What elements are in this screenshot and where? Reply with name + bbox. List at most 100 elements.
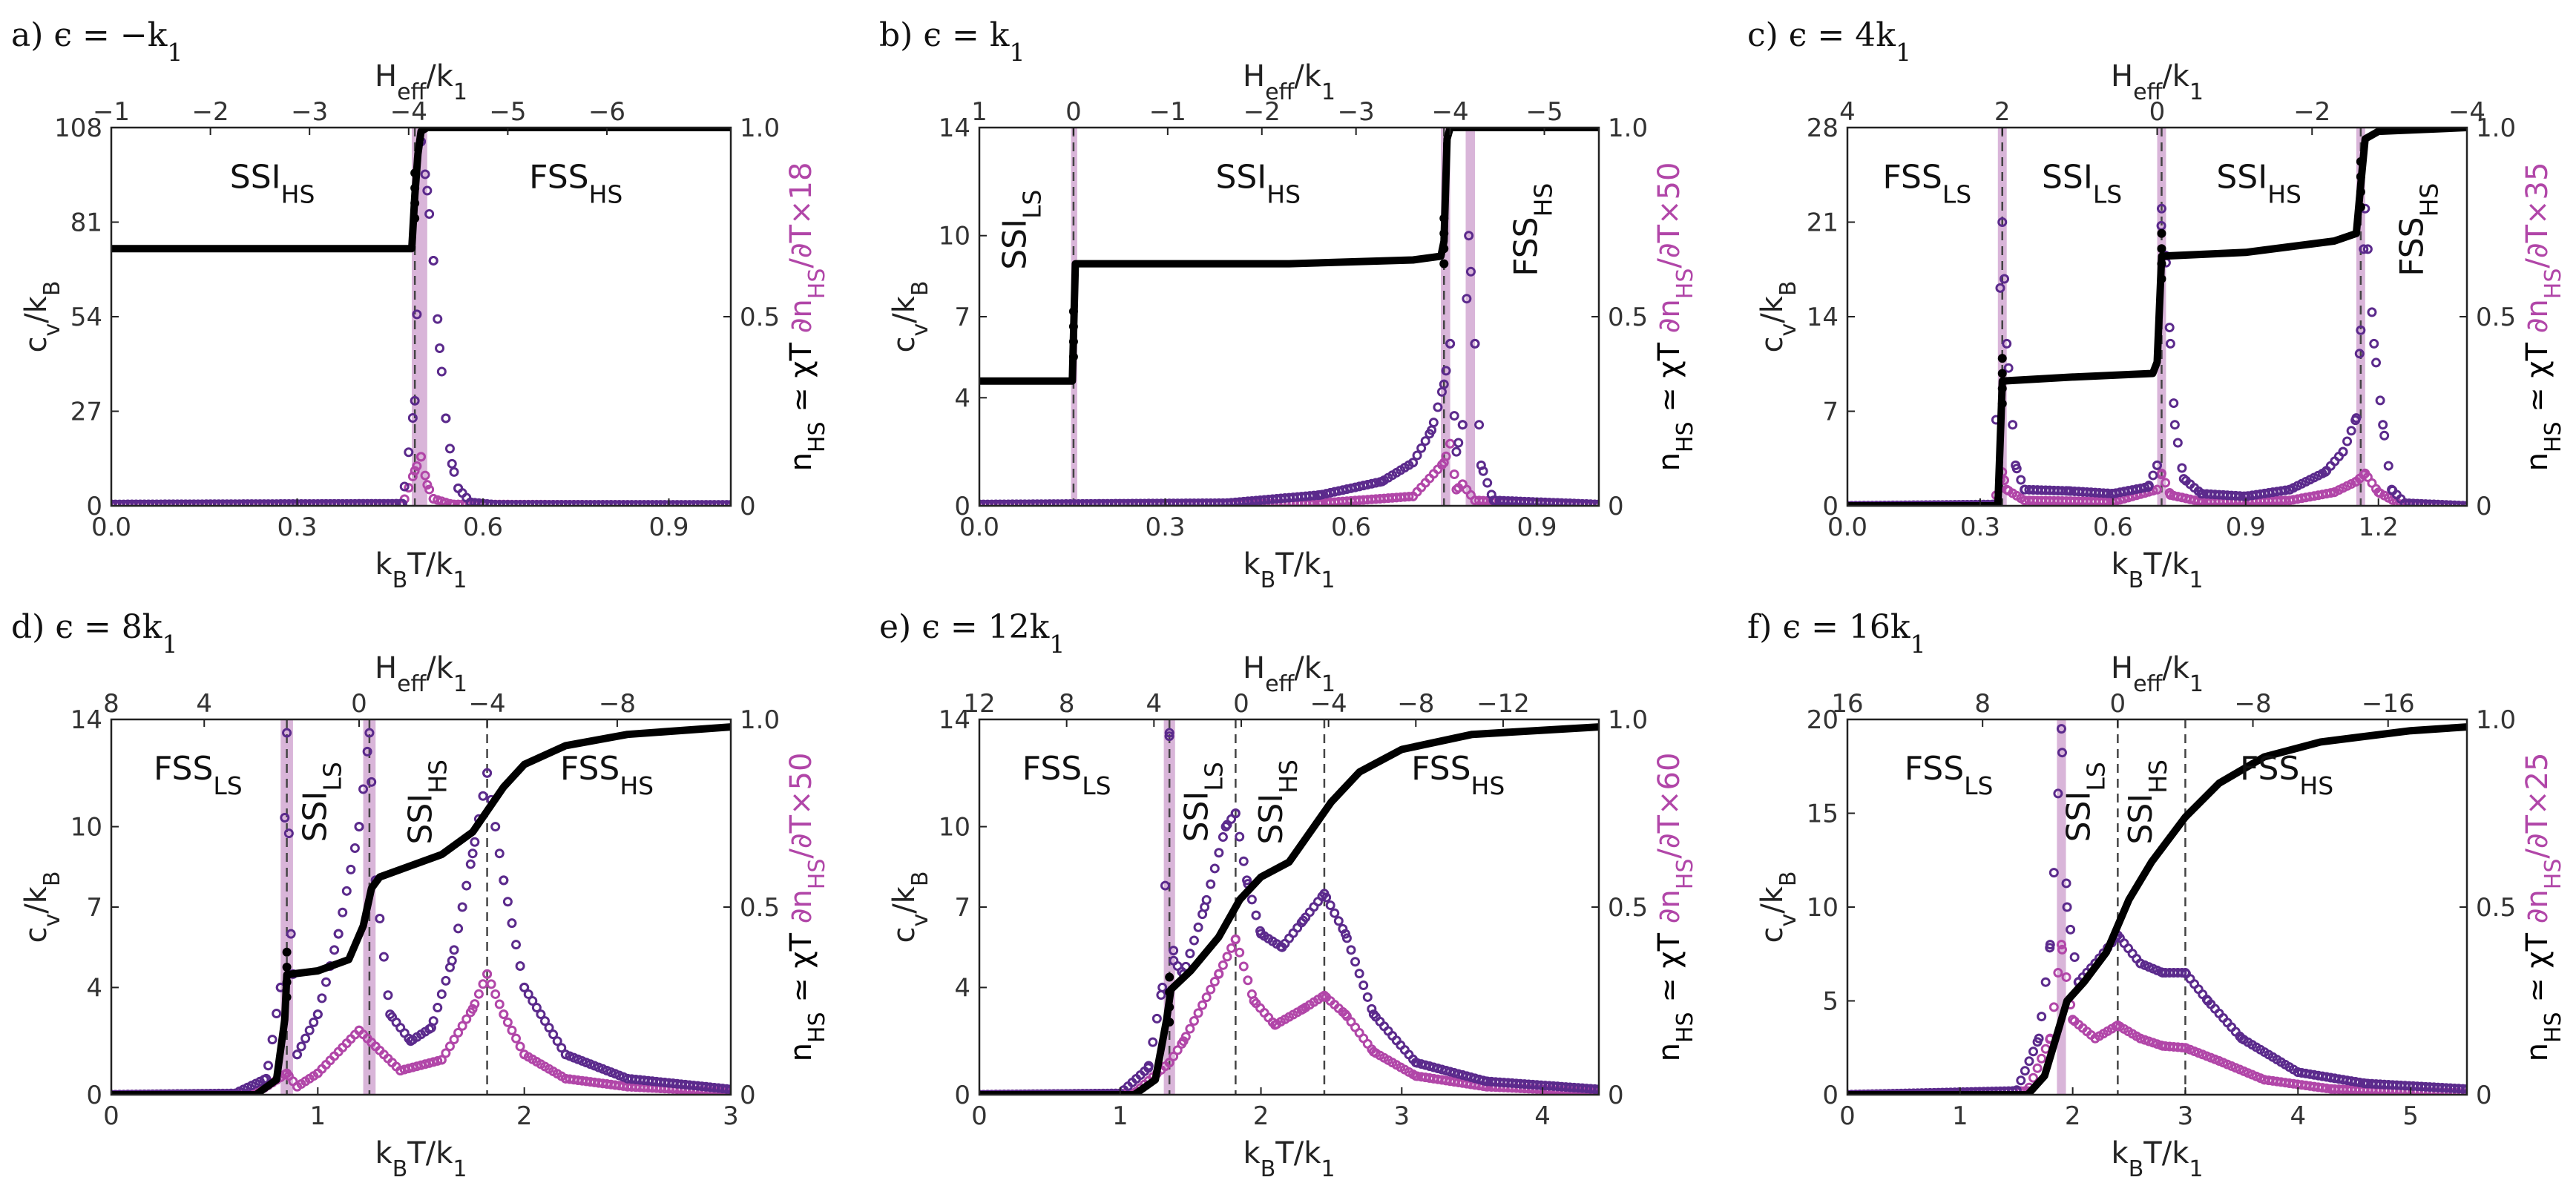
top-tick-label: −4 bbox=[1432, 97, 1469, 127]
cv-point bbox=[1367, 478, 1377, 489]
y-tick-label: 7 bbox=[954, 893, 970, 923]
cv-point bbox=[1427, 425, 1437, 435]
cv-point bbox=[1242, 875, 1252, 886]
chi-point bbox=[1243, 975, 1253, 986]
chi-point bbox=[1470, 495, 1480, 506]
top-tick-label: 4 bbox=[1839, 97, 1856, 127]
y-tick-label: 7 bbox=[954, 303, 970, 332]
cv-point bbox=[378, 952, 389, 962]
y-tick-label: 7 bbox=[86, 893, 102, 923]
cv-point bbox=[267, 1035, 277, 1045]
cv-point bbox=[1164, 731, 1174, 742]
nhs-point bbox=[282, 962, 292, 972]
x-tick-label: 3 bbox=[723, 1101, 739, 1131]
y-tick-label: 4 bbox=[86, 973, 102, 1003]
y-tick-label: 14 bbox=[939, 705, 970, 735]
y-right-axis-label: nHS ≃ χT ∂nHS/∂T×35 bbox=[2520, 162, 2566, 472]
cv-point bbox=[1441, 1065, 1451, 1075]
y-right-axis-label: nHS ≃ χT ∂nHS/∂T×18 bbox=[784, 162, 830, 472]
chi-point bbox=[420, 1059, 430, 1069]
cv-point bbox=[1362, 992, 1373, 1002]
y-right-tick-label: 1.0 bbox=[740, 113, 780, 143]
cv-point bbox=[1298, 915, 1308, 926]
y-tick-label: 4 bbox=[954, 973, 970, 1003]
region-label: FSSHS bbox=[560, 750, 654, 800]
nhs-point bbox=[2356, 187, 2365, 197]
y-right-tick-label: 0.5 bbox=[740, 893, 780, 923]
cv-point bbox=[1330, 908, 1340, 918]
y-tick-label: 0 bbox=[954, 492, 970, 521]
top-tick-label: 0 bbox=[1065, 97, 1082, 127]
cv-point bbox=[490, 822, 501, 832]
cv-point bbox=[1319, 889, 1330, 899]
x-tick-label: 0.3 bbox=[277, 512, 317, 542]
region-label: FSSHS bbox=[1411, 750, 1505, 800]
cv-point bbox=[1169, 955, 1179, 966]
cv-point bbox=[1482, 478, 1493, 488]
cv-point bbox=[1453, 1069, 1464, 1079]
region-label: FSSLS bbox=[1882, 159, 1971, 209]
chi-point bbox=[2056, 940, 2066, 950]
cv-point bbox=[2028, 1047, 2038, 1057]
cv-point bbox=[1377, 476, 1387, 487]
cv-point bbox=[2462, 1084, 2467, 1094]
panel-title: c) ϵ = 4k1 bbox=[1747, 16, 1911, 67]
cv-point bbox=[1143, 1063, 1154, 1073]
cv-point bbox=[1338, 485, 1348, 495]
cv-point bbox=[482, 768, 493, 778]
nhs-point bbox=[1068, 352, 1078, 362]
cv-point bbox=[111, 499, 116, 506]
cv-point bbox=[1354, 969, 1364, 979]
cv-point bbox=[2383, 461, 2393, 471]
chi-point bbox=[478, 979, 488, 989]
cv-point bbox=[2346, 426, 2356, 436]
chi-point bbox=[560, 1073, 571, 1084]
cv-point bbox=[2148, 470, 2158, 481]
cv-point bbox=[2061, 878, 2071, 889]
cv-point bbox=[502, 897, 513, 907]
cv-point bbox=[2379, 430, 2390, 441]
nhs-point bbox=[1068, 322, 1078, 332]
chi-point bbox=[1439, 458, 1449, 468]
transition-band bbox=[1465, 128, 1475, 506]
chi-point bbox=[1206, 984, 1216, 995]
cv-point bbox=[2320, 467, 2330, 477]
nhs-point bbox=[1068, 337, 1078, 346]
chi-point bbox=[1408, 491, 1418, 501]
region-label: SSIHS bbox=[2216, 159, 2301, 209]
cv-point bbox=[2002, 338, 2012, 349]
cv-point bbox=[261, 1073, 272, 1084]
nhs-line bbox=[1847, 723, 2467, 1095]
cv-point bbox=[404, 447, 414, 458]
top-tick-label: −12 bbox=[1476, 689, 1530, 719]
y-tick-label: 0 bbox=[86, 1081, 102, 1110]
cv-point bbox=[1445, 338, 1456, 349]
nhs-point bbox=[1165, 987, 1174, 997]
cv-point bbox=[441, 975, 451, 986]
cv-point bbox=[2020, 484, 2030, 495]
cv-point bbox=[556, 1043, 567, 1053]
cv-point bbox=[540, 1016, 550, 1026]
cv-point bbox=[2066, 924, 2076, 935]
chi-point bbox=[1209, 976, 1220, 986]
y-right-tick-label: 0 bbox=[740, 492, 756, 521]
cv-point bbox=[383, 990, 393, 1001]
chi-point bbox=[519, 1049, 530, 1060]
cv-point bbox=[1157, 982, 1168, 992]
chi-point bbox=[2161, 478, 2171, 488]
top-tick-label: 4 bbox=[1146, 689, 1162, 719]
cv-point bbox=[494, 848, 505, 859]
cv-point bbox=[1333, 486, 1344, 496]
transition-band bbox=[2356, 128, 2365, 506]
y-right-tick-label: 1.0 bbox=[1608, 705, 1648, 735]
x-tick-label: 3 bbox=[1393, 1101, 1410, 1131]
cv-point bbox=[1462, 294, 1472, 304]
cv-point bbox=[1457, 420, 1468, 430]
chi-point bbox=[2351, 476, 2362, 487]
cv-point bbox=[2024, 1056, 2034, 1067]
cv-point bbox=[2356, 325, 2366, 335]
cv-point bbox=[2143, 482, 2154, 492]
chi-point bbox=[399, 1064, 410, 1075]
cv-point bbox=[519, 982, 530, 992]
y-axis-label: cv/kB bbox=[887, 281, 933, 353]
